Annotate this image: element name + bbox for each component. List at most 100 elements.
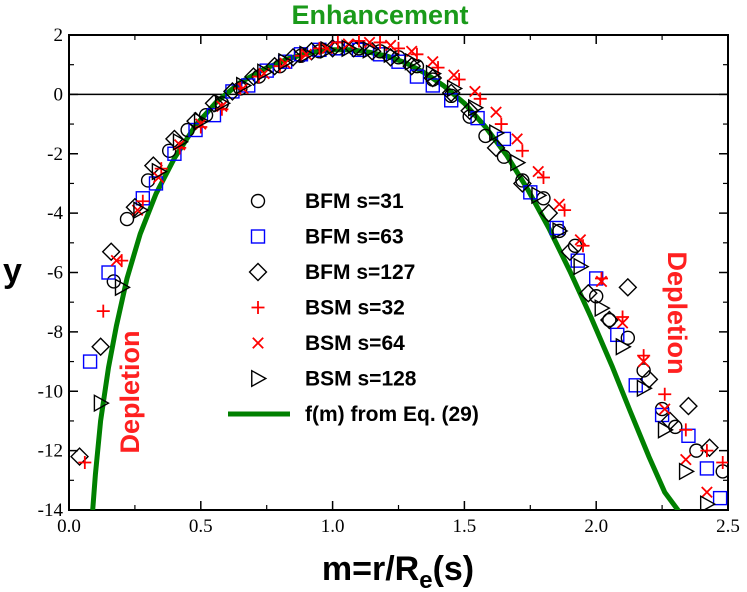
data-point-series-3: [283, 47, 303, 67]
x-axis-label-main: m=r/R: [322, 550, 419, 588]
data-point-series-1: [198, 107, 214, 123]
y-tick-label: 2: [54, 25, 64, 46]
data-point-series-1: [620, 330, 636, 346]
data-point-series-6: [678, 462, 696, 481]
data-point-series-4: [536, 171, 550, 184]
legend-label-2: BFM s=63: [305, 226, 404, 249]
data-point-series-5: [511, 133, 523, 145]
data-point-series-1: [180, 122, 195, 138]
legend-marker-5: [252, 337, 264, 349]
data-point-series-5: [658, 403, 671, 415]
x-tick-label: 1.0: [321, 516, 345, 537]
data-point-series-4: [658, 387, 672, 401]
data-point-series-4: [558, 203, 572, 217]
data-point-series-2: [425, 78, 440, 93]
data-point-series-4: [173, 141, 187, 155]
data-point-series-3: [578, 283, 598, 303]
y-tick-label: -4: [47, 203, 63, 224]
data-point-series-4: [194, 120, 208, 134]
data-point-series-3: [660, 411, 680, 431]
data-point-series-6: [531, 186, 548, 205]
data-point-series-6: [362, 40, 379, 59]
data-point-series-2: [699, 461, 715, 476]
legend-label-curve: f(m) from Eq. (29): [305, 403, 479, 426]
data-point-series-5: [595, 275, 608, 288]
data-point-series-4: [515, 144, 529, 158]
data-point-series-6: [257, 63, 274, 82]
data-point-series-5: [679, 453, 692, 466]
data-point-series-2: [206, 107, 222, 123]
data-point-series-1: [478, 128, 493, 144]
annotation-enhancement: Enhancement: [291, 0, 468, 30]
data-point-series-6: [236, 76, 253, 95]
data-point-series-2: [610, 327, 625, 343]
data-point-series-1: [106, 274, 122, 289]
y-tick-label: -6: [47, 263, 63, 284]
data-point-series-3: [362, 41, 382, 61]
legend-marker-4: [251, 301, 265, 314]
y-tick-label: -14: [38, 500, 64, 521]
data-point-series-2: [188, 122, 203, 138]
x-tick-label: 0.0: [57, 516, 81, 537]
data-markers: [70, 35, 728, 510]
data-point-series-4: [215, 102, 229, 116]
data-point-series-4: [312, 41, 326, 55]
fitted-curve: [90, 47, 681, 510]
legend-label-4: BSM s=32: [305, 297, 405, 320]
data-point-series-4: [637, 349, 651, 363]
data-point-series-3: [512, 173, 532, 193]
legend-marker-3: [248, 262, 268, 282]
data-point-series-4: [352, 35, 366, 48]
data-point-series-2: [570, 253, 585, 268]
x-axis-label-tail: (s): [433, 550, 475, 588]
data-point-series-5: [448, 69, 460, 81]
data-point-series-6: [594, 299, 611, 318]
legend-label-5: BSM s=64: [305, 332, 405, 355]
y-axis-ticks: 2 0 -2 -4 -6 -8 -10 -12 -14: [38, 25, 728, 521]
data-point-series-5: [553, 198, 566, 211]
data-point-series-5: [637, 355, 650, 368]
data-point-series-3: [143, 156, 163, 176]
data-point-series-6: [510, 153, 527, 172]
data-point-series-6: [214, 94, 232, 113]
data-point-series-5: [469, 85, 481, 98]
data-point-series-6: [114, 278, 131, 297]
data-point-series-6: [699, 495, 717, 510]
data-point-series-1: [668, 419, 683, 435]
y-tick-label: -12: [38, 441, 63, 462]
data-point-series-6: [151, 162, 168, 181]
data-point-series-6: [133, 201, 150, 220]
legend-label-6: BSM s=128: [305, 368, 417, 391]
data-point-series-2: [628, 378, 643, 393]
y-tick-label: -8: [47, 322, 63, 343]
data-point-series-3: [460, 101, 480, 121]
data-point-series-6: [615, 337, 632, 356]
data-point-series-4: [96, 304, 110, 318]
x-axis-ticks: 0.0 0.5 1.0 1.5 2.0 2.5: [57, 35, 740, 537]
data-point-series-6: [320, 40, 337, 59]
y-tick-label: 0: [54, 84, 64, 105]
legend-marker-6: [251, 369, 268, 388]
data-point-series-6: [341, 39, 358, 58]
data-point-series-2: [101, 265, 116, 280]
data-point-series-2: [523, 185, 538, 200]
data-point-series-2: [712, 490, 728, 506]
data-point-series-5: [300, 48, 313, 61]
data-point-series-3: [70, 447, 89, 467]
x-axis-label-subscript: e: [419, 567, 432, 592]
data-point-series-4: [473, 92, 487, 106]
data-point-series-3: [599, 310, 619, 330]
data-point-series-6: [383, 45, 400, 64]
x-axis-label: m=r/Re(s): [322, 550, 474, 592]
data-point-series-6: [193, 112, 211, 131]
data-point-series-6: [489, 123, 506, 142]
data-point-series-5: [110, 254, 123, 267]
x-tick-label: 0.5: [189, 516, 213, 537]
data-point-series-3: [618, 277, 638, 297]
data-point-series-3: [486, 138, 506, 158]
data-point-series-6: [446, 79, 464, 98]
data-point-series-1: [602, 312, 617, 328]
data-point-series-4: [716, 456, 728, 469]
data-point-series-3: [639, 369, 659, 389]
